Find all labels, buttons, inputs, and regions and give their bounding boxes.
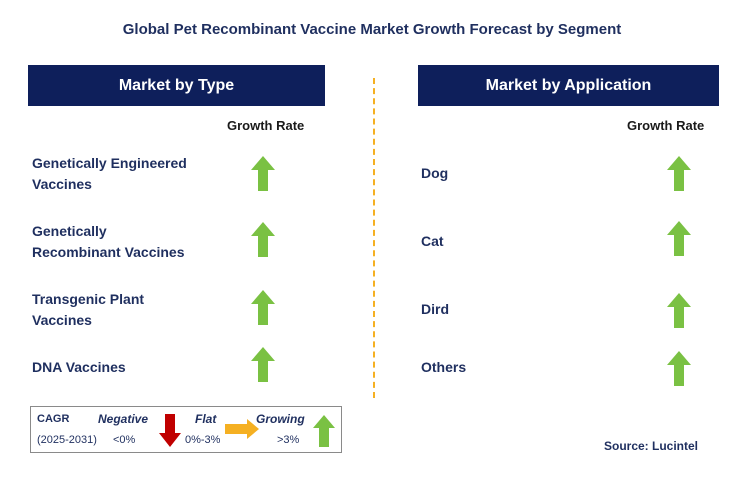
- application-item-label: Others: [421, 359, 467, 375]
- growing-arrow-icon: [251, 156, 275, 191]
- legend-negative-value: <0%: [113, 434, 136, 446]
- negative-arrow-icon: [159, 414, 181, 447]
- type-panel-header: Market by Type: [28, 65, 325, 106]
- growing-arrow-icon: [251, 290, 275, 325]
- legend-growing-value: >3%: [277, 434, 300, 446]
- growing-arrow-icon: [667, 293, 691, 328]
- type-item-label: Transgenic Plant Vaccines: [32, 291, 145, 328]
- application-panel-header: Market by Application: [418, 65, 719, 106]
- cagr-legend: CAGR (2025-2031) Negative <0% Flat 0%-3%…: [30, 406, 342, 453]
- legend-growing-label: Growing: [256, 412, 305, 426]
- application-item-label: Dog: [421, 165, 449, 181]
- legend-flat-value: 0%-3%: [185, 434, 221, 446]
- type-growth-rate-label: Growth Rate: [227, 118, 305, 133]
- source-note: Source: Lucintel: [604, 439, 699, 453]
- growing-arrow-icon: [251, 347, 275, 382]
- legend-negative-label: Negative: [98, 412, 149, 426]
- type-item-label: Genetically Engineered Vaccines: [32, 155, 187, 192]
- growing-arrow-icon: [313, 415, 335, 447]
- growing-arrow-icon: [667, 351, 691, 386]
- legend-cagr-label: CAGR: [37, 413, 70, 425]
- application-growth-rate-label: Growth Rate: [627, 118, 705, 133]
- legend-period: (2025-2031): [37, 434, 97, 446]
- application-item-label: Dird: [421, 301, 449, 317]
- type-item-label: Genetically Recombinant Vaccines: [32, 223, 185, 260]
- legend-flat-label: Flat: [195, 412, 217, 426]
- flat-arrow-icon: [225, 419, 259, 439]
- growing-arrow-icon: [251, 222, 275, 257]
- application-item-label: Cat: [421, 233, 444, 249]
- chart-title: Global Pet Recombinant Vaccine Market Gr…: [122, 21, 622, 38]
- growing-arrow-icon: [667, 156, 691, 191]
- type-item-label: DNA Vaccines: [32, 359, 126, 375]
- panel-divider: [373, 78, 375, 398]
- growing-arrow-icon: [667, 221, 691, 256]
